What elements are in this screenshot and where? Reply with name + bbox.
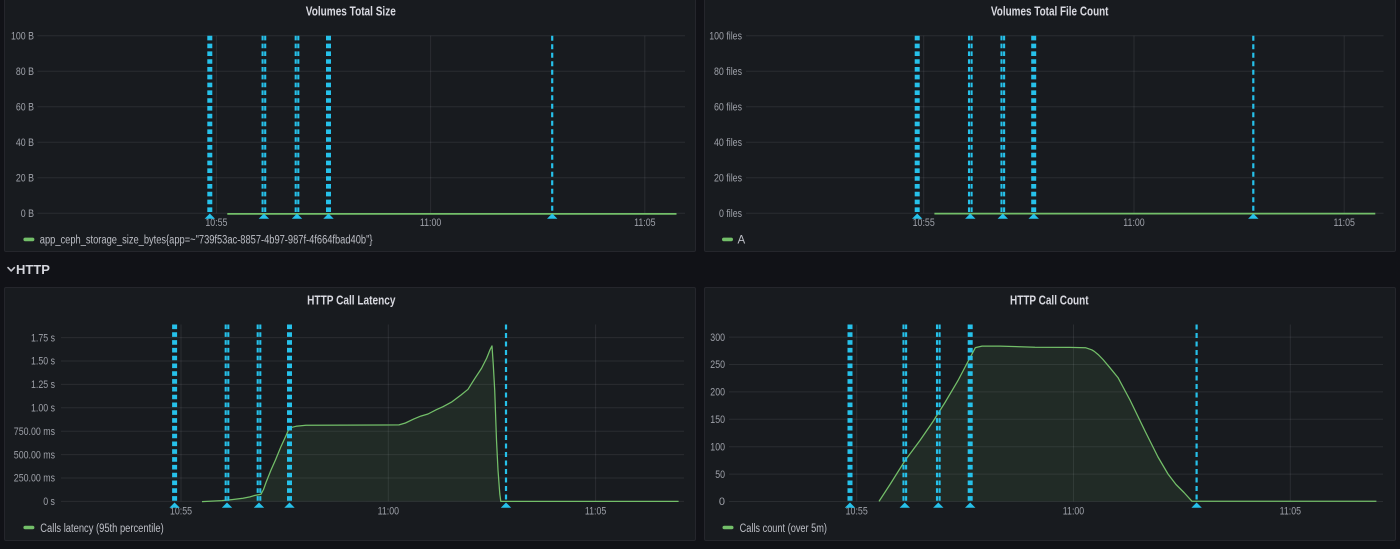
svg-text:40 files: 40 files xyxy=(714,137,742,149)
svg-text:10:55: 10:55 xyxy=(205,217,227,229)
svg-text:150: 150 xyxy=(710,414,725,426)
svg-text:11:00: 11:00 xyxy=(1123,217,1144,229)
svg-text:60 files: 60 files xyxy=(714,102,742,114)
svg-text:10:55: 10:55 xyxy=(170,506,192,518)
svg-text:11:05: 11:05 xyxy=(585,506,606,518)
svg-text:10:55: 10:55 xyxy=(846,506,868,518)
svg-text:Calls latency (95th percentile: Calls latency (95th percentile) xyxy=(40,523,164,535)
svg-text:1.50 s: 1.50 s xyxy=(31,356,55,368)
svg-text:Volumes Total Size: Volumes Total Size xyxy=(306,5,396,19)
svg-text:0 files: 0 files xyxy=(719,208,742,220)
svg-text:11:00: 11:00 xyxy=(1063,506,1084,518)
svg-text:1.00 s: 1.00 s xyxy=(31,403,55,415)
svg-text:Calls count (over 5m): Calls count (over 5m) xyxy=(740,523,828,535)
svg-text:Volumes Total File Count: Volumes Total File Count xyxy=(991,5,1109,19)
svg-text:200: 200 xyxy=(710,387,725,399)
svg-text:250: 250 xyxy=(710,359,725,371)
svg-text:0 B: 0 B xyxy=(21,208,34,220)
svg-text:100 files: 100 files xyxy=(709,31,742,43)
svg-text:250.00 ms: 250.00 ms xyxy=(14,473,56,485)
svg-text:60 B: 60 B xyxy=(16,102,34,114)
svg-text:1.75 s: 1.75 s xyxy=(31,332,55,344)
svg-text:750.00 ms: 750.00 ms xyxy=(14,426,56,438)
svg-text:40 B: 40 B xyxy=(16,137,34,149)
svg-text:80 B: 80 B xyxy=(16,66,34,78)
svg-text:HTTP Call Latency: HTTP Call Latency xyxy=(307,294,395,308)
svg-text:0: 0 xyxy=(719,496,725,508)
svg-text:0 s: 0 s xyxy=(43,496,55,508)
svg-text:100 B: 100 B xyxy=(11,31,34,43)
svg-text:11:05: 11:05 xyxy=(634,217,655,229)
svg-text:HTTP Call Count: HTTP Call Count xyxy=(1010,294,1089,308)
svg-text:80 files: 80 files xyxy=(714,66,742,78)
svg-text:app_ceph_storage_size_bytes{ap: app_ceph_storage_size_bytes{app=~"739f53… xyxy=(40,235,373,247)
svg-text:10:55: 10:55 xyxy=(913,217,935,229)
svg-text:11:00: 11:00 xyxy=(420,217,441,229)
svg-text:20 files: 20 files xyxy=(714,173,742,185)
svg-text:500.00 ms: 500.00 ms xyxy=(14,449,56,461)
svg-text:11:05: 11:05 xyxy=(1334,217,1355,229)
svg-text:100: 100 xyxy=(710,441,725,453)
svg-text:50: 50 xyxy=(715,469,725,481)
svg-text:11:05: 11:05 xyxy=(1280,506,1301,518)
svg-text:20 B: 20 B xyxy=(16,173,34,185)
svg-text:300: 300 xyxy=(710,332,725,344)
svg-text:A: A xyxy=(738,235,746,247)
svg-text:1.25 s: 1.25 s xyxy=(31,379,55,391)
svg-text:11:00: 11:00 xyxy=(378,506,399,518)
